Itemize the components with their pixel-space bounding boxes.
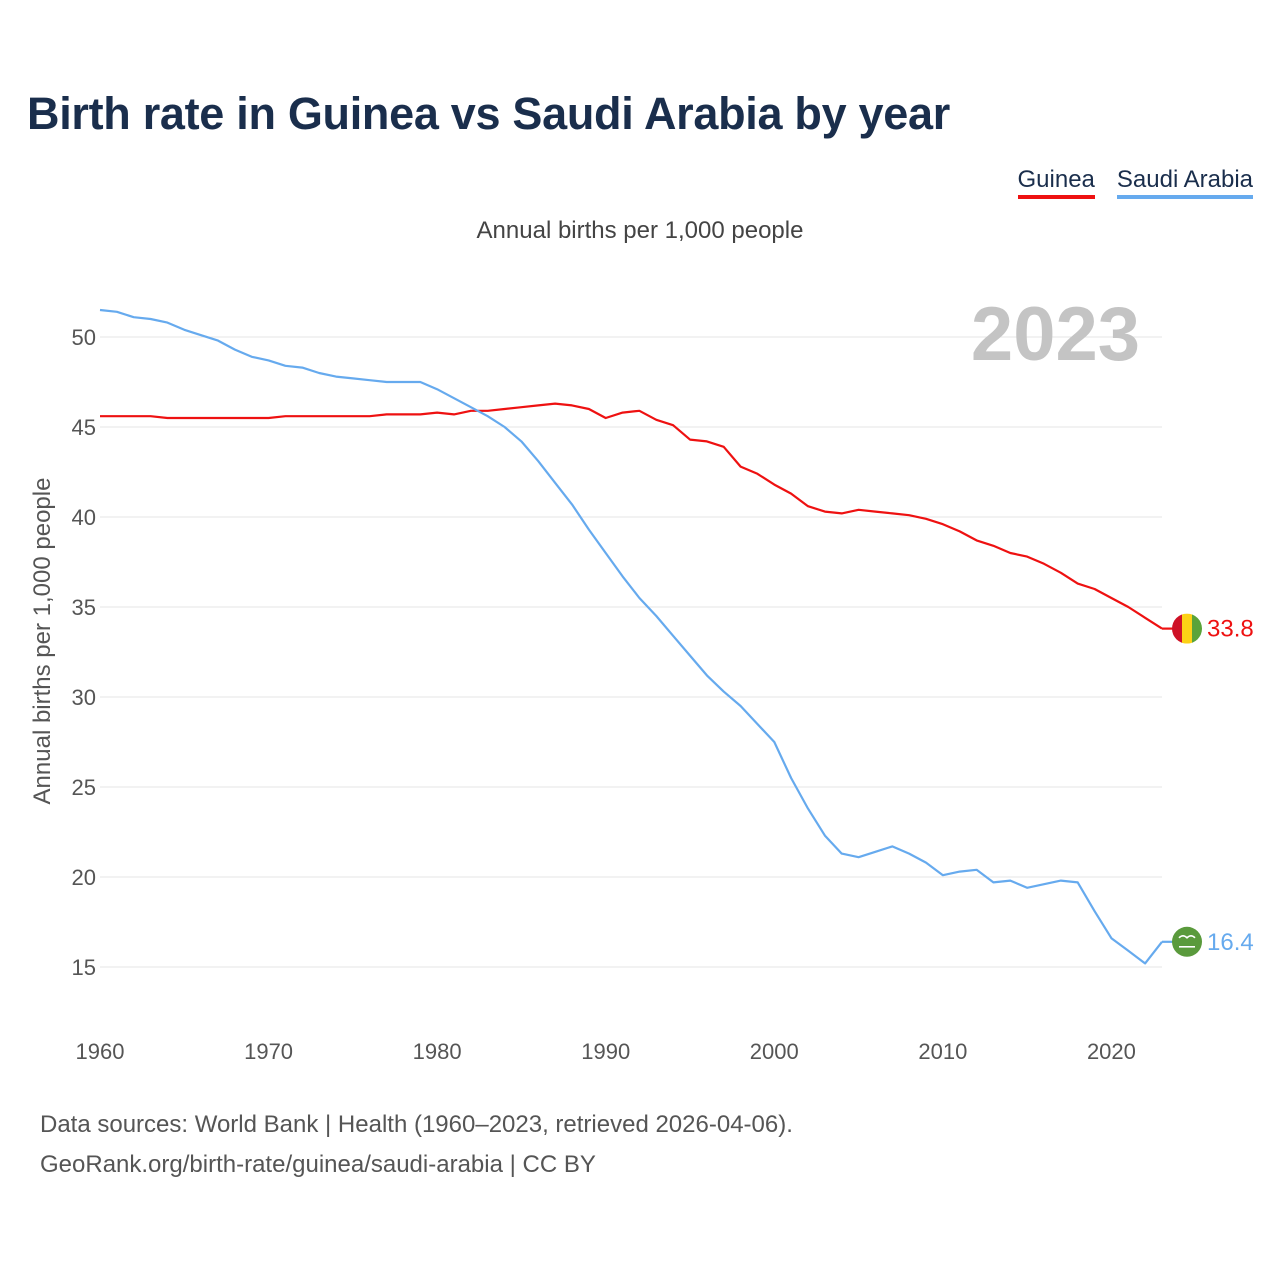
y-tick-label: 30 xyxy=(72,685,96,710)
y-tick-label: 50 xyxy=(72,325,96,350)
legend: Guinea Saudi Arabia xyxy=(1017,166,1253,199)
x-tick-label: 1960 xyxy=(76,1039,125,1064)
x-tick-label: 2000 xyxy=(750,1039,799,1064)
x-tick-label: 2010 xyxy=(918,1039,967,1064)
y-tick-label: 15 xyxy=(72,955,96,980)
guinea-flag-icon xyxy=(1172,613,1202,644)
y-tick-label: 20 xyxy=(72,865,96,890)
legend-item-saudi-arabia[interactable]: Saudi Arabia xyxy=(1116,166,1253,199)
footer: Data sources: World Bank | Health (1960–… xyxy=(40,1105,793,1185)
legend-item-guinea[interactable]: Guinea xyxy=(1017,166,1095,199)
end-value-label-saudi-arabia: 16.4 xyxy=(1207,929,1254,956)
source-url-text[interactable]: GeoRank.org/birth-rate/guinea/saudi-arab… xyxy=(40,1151,596,1178)
x-tick-label: 1970 xyxy=(244,1039,293,1064)
series-line-saudi-arabia xyxy=(99,308,1163,965)
saudi-arabia-flag-icon xyxy=(1172,926,1202,957)
x-axis-ticks: 1960 1970 1980 1990 2000 2010 2020 xyxy=(76,1039,1136,1064)
x-tick-label: 1990 xyxy=(581,1039,630,1064)
y-tick-label: 25 xyxy=(72,775,96,800)
chart-subtitle: Annual births per 1,000 people xyxy=(476,217,804,244)
y-axis-label: Annual births per 1,000 people xyxy=(29,478,56,805)
grid-lines xyxy=(100,336,1162,968)
chart-title: Birth rate in Guinea vs Saudi Arabia by … xyxy=(27,88,950,139)
data-source-text: Data sources: World Bank | Health (1960–… xyxy=(40,1111,793,1138)
x-tick-label: 2020 xyxy=(1087,1039,1136,1064)
y-tick-label: 40 xyxy=(72,505,96,530)
series-lines xyxy=(99,308,1163,965)
y-axis-ticks: 15 20 25 30 35 40 45 50 xyxy=(72,325,96,980)
year-watermark: 2023 xyxy=(971,292,1140,377)
y-tick-label: 35 xyxy=(72,595,96,620)
end-value-label-guinea: 33.8 xyxy=(1207,616,1254,643)
x-tick-label: 1980 xyxy=(413,1039,462,1064)
y-tick-label: 45 xyxy=(72,415,96,440)
series-line-guinea xyxy=(100,402,1163,630)
end-markers: 33.8 16.4 xyxy=(1162,613,1254,957)
